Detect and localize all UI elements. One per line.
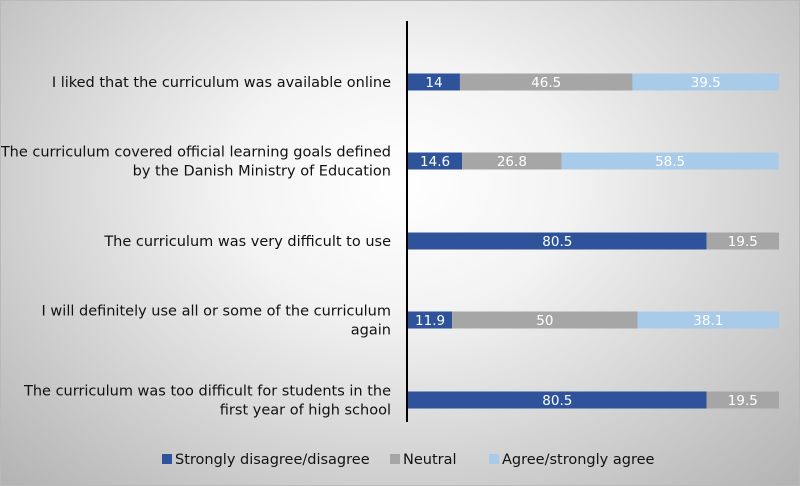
category-label: I liked that the curriculum was availabl… [52, 75, 391, 91]
category-label-line: again [351, 323, 391, 339]
bar-segment [408, 152, 463, 170]
bar-value-label: 14 [425, 75, 442, 91]
bar-value-label: 38.1 [693, 313, 723, 329]
bar-segment [706, 391, 779, 409]
bar-segment [632, 73, 779, 91]
category-label-line: I liked that the curriculum was availabl… [52, 75, 391, 91]
legend-label: Strongly disagree/disagree [175, 452, 370, 468]
category-label-line: I will definitely use all or some of the… [42, 304, 391, 320]
bar-value-label: 46.5 [531, 75, 561, 91]
legend-label: Agree/strongly agree [502, 452, 655, 468]
category-label: I will definitely use all or some of the… [42, 304, 391, 339]
bar-segment [408, 311, 453, 329]
bar-value-label: 26.8 [497, 154, 527, 170]
bar-segment [462, 152, 562, 170]
bar-value-label: 11.9 [415, 313, 445, 329]
category-labels: I liked that the curriculum was availabl… [1, 75, 391, 419]
bar-segment [452, 311, 638, 329]
bar-value-label: 80.5 [542, 234, 572, 250]
legend-label: Neutral [403, 452, 457, 468]
bar-value-label: 80.5 [542, 393, 572, 409]
bar-value-label: 19.5 [728, 234, 758, 250]
category-label-line: first year of high school [220, 403, 391, 419]
bar-segment [561, 152, 779, 170]
legend-swatch [390, 454, 400, 464]
bar-value-label: 58.5 [655, 154, 685, 170]
category-label-line: The curriculum covered official learning… [1, 145, 391, 161]
bar-value-label: 14.6 [420, 154, 450, 170]
category-label-line: The curriculum was too difficult for stu… [23, 384, 391, 400]
category-label: The curriculum covered official learning… [1, 145, 391, 180]
bar-value-label: 50 [536, 313, 553, 329]
category-label: The curriculum was too difficult for stu… [23, 384, 391, 419]
bar-segment [408, 391, 707, 409]
bar-segment [637, 311, 779, 329]
category-label-line: by the Danish Ministry of Education [133, 164, 391, 180]
bar-segment [706, 232, 779, 250]
legend-swatch [162, 454, 172, 464]
legend-swatch [489, 454, 499, 464]
bar-value-label: 39.5 [691, 75, 721, 91]
bars-layer: 14 46.5 39.5 14.6 26.8 58.5 80.5 19.5 11.9 50 38.1… [408, 73, 779, 409]
category-label-line: The curriculum was very difficult to use [103, 234, 391, 250]
bar-segment [408, 73, 460, 91]
legend: Strongly disagree/disagree Neutral Agree/s… [162, 452, 655, 468]
bar-segment [459, 73, 633, 91]
bar-segment [408, 232, 707, 250]
bar-value-label: 19.5 [728, 393, 758, 409]
category-label: The curriculum was very difficult to use [103, 234, 391, 250]
